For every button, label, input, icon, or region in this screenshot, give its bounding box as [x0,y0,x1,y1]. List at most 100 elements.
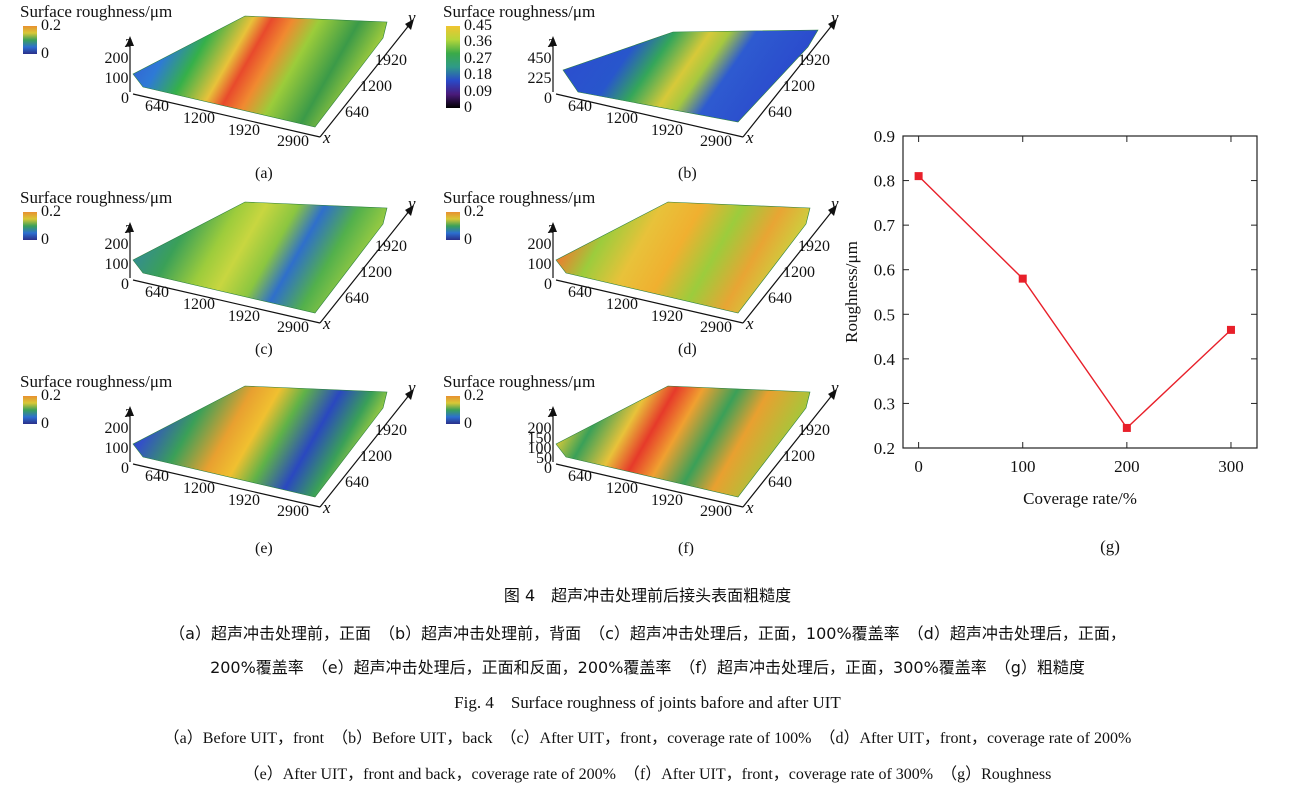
colorbar-tick-label: 0 [41,415,49,432]
colorbar-tick-label: 0 [41,45,49,62]
data-point [1018,274,1027,283]
x-tick-label: 1920 [228,492,260,509]
z-tick-label: 50 [536,450,552,467]
y-tick-label: 640 [345,290,369,307]
x-tick-label: 1920 [651,492,683,509]
colorbar-title: Surface roughness/μm [20,2,173,21]
x-tick-label: 640 [568,284,592,301]
z-tick-label: 100 [527,256,552,273]
surface-mesh [555,385,811,498]
x-tick-label: 1920 [228,122,260,139]
x-tick-label: 1200 [606,110,638,127]
colorbar-tick-label: 0.45 [464,17,492,34]
z-tick-label: 200 [527,236,552,253]
y-tick-label: 0.5 [874,305,895,324]
y-tick-label: 0.4 [874,350,896,369]
colorbar-tick-label: 0 [41,231,49,248]
y-tick-label: 0.6 [874,261,895,280]
colorbar-tick-label: 0.2 [41,17,61,34]
surface-panel-e: Surface roughness/μm 0.2 0 z y x 200 100 0 640 120… [15,372,416,562]
x-tick-label: 1200 [183,296,215,313]
x-axis-label: x [746,314,754,333]
axis-arrow [828,389,837,400]
y-tick-label: 1920 [375,238,407,255]
x-tick-label: 0 [914,457,923,476]
surface-mesh [562,29,819,123]
x-tick-label: 100 [1010,457,1036,476]
colorbar-title: Surface roughness/μm [443,188,596,207]
colorbar [23,396,37,424]
x-axis-label: x [746,128,754,147]
axis-line [555,279,744,324]
surface-mesh [132,15,388,128]
x-axis-label: x [323,498,331,517]
y-tick-label: 1200 [783,264,815,281]
surface-panel-d: Surface roughness/μm 0.2 0 z y x 200 100 0 640 120… [438,188,839,363]
x-tick-label: 640 [568,98,592,115]
colorbar-tick-label: 0 [464,415,472,432]
y-tick-label: 1200 [360,448,392,465]
surface-panel-b: Surface roughness/μm 0.45 0.36 0.27 0.18 0.09… [438,2,839,187]
surface-panel-f: Surface roughness/μm 0.2 0 z y x 200 150 100 50 0 6… [438,372,839,562]
colorbar-tick-label: 0.36 [464,33,492,51]
panel-label: (g) [1100,537,1120,556]
z-tick-label: 0 [121,90,129,107]
y-tick-label: 1920 [798,422,830,439]
surface-plot-d [549,201,837,324]
axis-arrow [126,406,134,416]
y-tick-label: 1920 [798,238,830,255]
panel-label: (f) [678,540,694,557]
x-axis-label: Coverage rate/% [1023,489,1137,508]
y-axis-label: y [831,194,839,213]
z-tick-label: 0 [544,276,552,293]
axis-arrow [549,222,557,232]
subcaption-cn-line1: （a）超声冲击处理前，正面 （b）超声冲击处理前，背面 （c）超声冲击处理后，正… [169,624,1126,643]
z-tick-label: 225 [527,70,552,87]
x-tick-label: 2900 [700,319,732,336]
x-tick-label: 2900 [700,503,732,520]
colorbar-tick-label: 0.2 [41,203,61,220]
surface-panel-a: Surface roughness/μm 0.2 0 z y x 200 100 0 640 120… [15,2,416,187]
colorbar-tick-label: 0.09 [464,82,492,100]
surface-plot-e [126,385,414,508]
plot-frame [902,135,1258,449]
colorbar-title: Surface roughness/μm [20,188,173,207]
y-axis-label: Roughness/μm [842,241,861,343]
axis-line [742,209,834,324]
colorbar-title: Surface roughness/μm [443,372,596,391]
colorbar [23,26,37,54]
z-axis-label: z [125,218,132,237]
panel-label: (c) [255,341,273,358]
axis-arrow [126,36,134,46]
z-axis-label: z [548,218,555,237]
x-axis-label: x [746,498,754,517]
y-tick-label: 640 [768,474,792,491]
axis-line [132,93,321,138]
y-tick-label: 1200 [360,78,392,95]
x-tick-label: 1200 [183,110,215,127]
surface-plot-b [549,19,837,138]
surface-mesh [555,201,811,314]
panel-label: (b) [678,165,697,182]
x-tick-label: 2900 [700,133,732,150]
colorbar-tick-label: 0.27 [464,49,492,67]
y-tick-label: 1200 [783,78,815,95]
surface-mesh [132,385,388,498]
y-tick-label: 0.9 [874,127,895,146]
x-tick-label: 2900 [277,133,309,150]
z-tick-label: 450 [527,50,552,67]
axis-arrow [828,19,837,30]
x-tick-label: 1200 [183,480,215,497]
z-tick-label: 200 [104,420,129,437]
surface-plot-a [126,15,414,138]
y-axis-label: y [408,8,416,27]
x-tick-label: 640 [145,98,169,115]
axis-line [742,393,834,508]
subcaption-cn-line2: 200%覆盖率 （e）超声冲击处理后，正面和反面，200%覆盖率 （f）超声冲击… [210,658,1085,677]
data-point [1226,325,1235,334]
axis-arrow [828,205,837,216]
subcaption-en-line1: （a）Before UIT，front （b）Before UIT，back （… [163,730,1132,747]
z-tick-label: 0 [544,460,552,477]
z-tick-label: 0 [121,460,129,477]
panel-label: (a) [255,165,273,182]
